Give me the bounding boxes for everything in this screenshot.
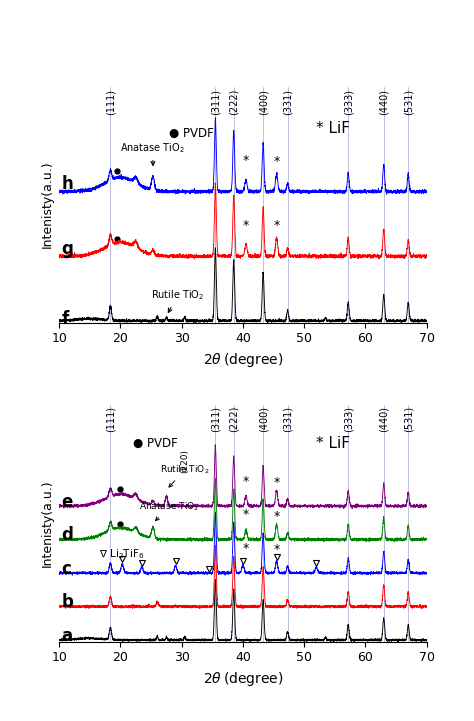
- Text: * LiF: * LiF: [316, 435, 350, 451]
- Text: (311): (311): [210, 406, 220, 433]
- Text: h: h: [62, 175, 73, 193]
- Text: ● PVDF: ● PVDF: [170, 127, 214, 140]
- Text: (440): (440): [379, 406, 389, 433]
- Text: *: *: [243, 508, 249, 521]
- Text: (331): (331): [283, 89, 292, 115]
- Text: *: *: [243, 219, 249, 232]
- Text: Rutile TiO$_2$: Rutile TiO$_2$: [160, 464, 210, 487]
- Text: d: d: [62, 526, 73, 544]
- X-axis label: 2$\theta$ (degree): 2$\theta$ (degree): [202, 670, 283, 688]
- Text: *: *: [243, 541, 249, 554]
- Text: (222): (222): [229, 406, 239, 433]
- Text: (440): (440): [379, 89, 389, 115]
- Text: (111): (111): [105, 406, 115, 433]
- Text: *: *: [273, 510, 280, 523]
- Text: e: e: [62, 493, 73, 511]
- Text: (400): (400): [258, 406, 268, 433]
- Text: ● PVDF: ● PVDF: [133, 437, 177, 451]
- Text: Anatase TiO$_2$: Anatase TiO$_2$: [139, 500, 199, 521]
- Text: (222): (222): [229, 89, 239, 115]
- Text: *: *: [273, 543, 280, 556]
- Text: (331): (331): [283, 406, 292, 433]
- Text: Anatase TiO$_2$: Anatase TiO$_2$: [120, 141, 185, 165]
- Text: *: *: [273, 477, 280, 490]
- Y-axis label: Intenisty(a.u.): Intenisty(a.u.): [41, 161, 54, 249]
- Text: f: f: [62, 310, 69, 328]
- Text: (531): (531): [403, 89, 413, 115]
- Text: g: g: [62, 240, 73, 258]
- Text: *: *: [273, 155, 280, 168]
- Text: Rutile TiO$_2$: Rutile TiO$_2$: [151, 288, 204, 312]
- Text: c: c: [62, 560, 72, 578]
- Text: (333): (333): [343, 406, 353, 433]
- X-axis label: 2$\theta$ (degree): 2$\theta$ (degree): [202, 351, 283, 369]
- Text: (400): (400): [258, 89, 268, 115]
- Text: $\nabla$ Li$_2$TiF$_6$: $\nabla$ Li$_2$TiF$_6$: [99, 548, 145, 562]
- Text: b: b: [62, 593, 73, 611]
- Text: *: *: [243, 154, 249, 167]
- Text: a: a: [62, 627, 73, 645]
- Text: (111): (111): [105, 89, 115, 115]
- Text: (333): (333): [343, 89, 353, 115]
- Text: *: *: [273, 219, 280, 232]
- Text: (220): (220): [180, 449, 189, 473]
- Text: (311): (311): [210, 89, 220, 115]
- Text: * LiF: * LiF: [316, 121, 350, 136]
- Text: *: *: [243, 474, 249, 487]
- Text: (531): (531): [403, 406, 413, 433]
- Y-axis label: Intenisty(a.u.): Intenisty(a.u.): [41, 479, 54, 567]
